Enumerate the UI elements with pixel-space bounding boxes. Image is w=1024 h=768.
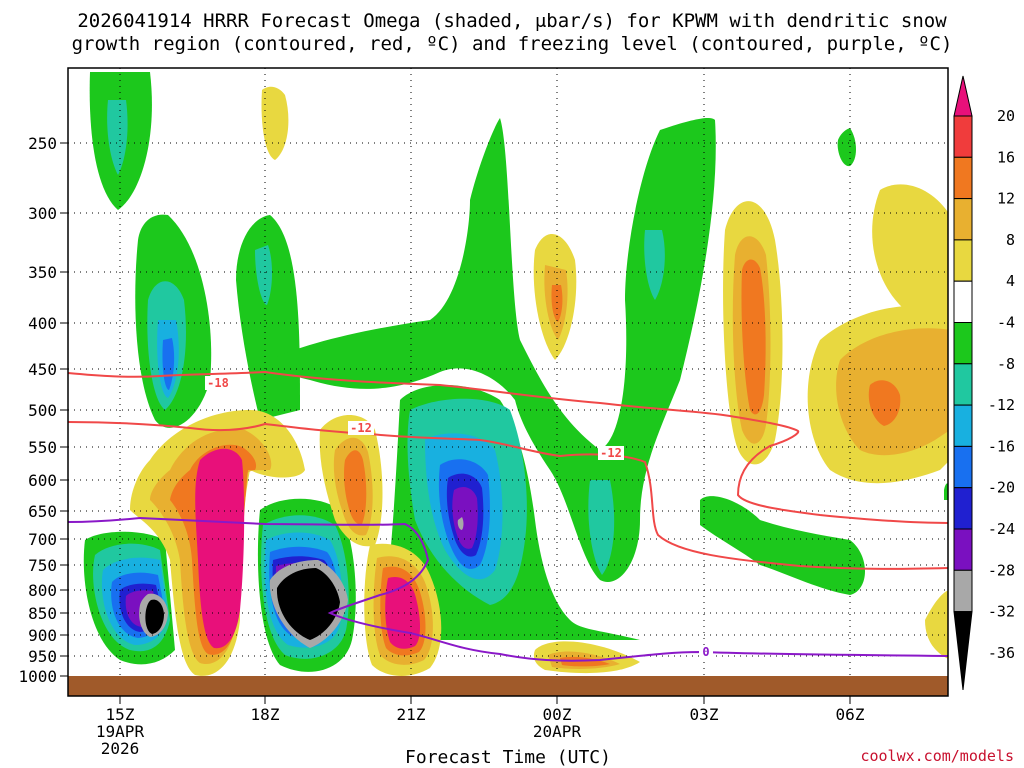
y-tick-label-1000: 1000 [18,667,57,686]
omega-shading [83,72,948,676]
y-tick-label-450: 450 [28,360,57,379]
colorbar-label-2: 12 [997,190,1015,208]
colorbar-cell-3 [953,198,973,241]
y-tick-label-800: 800 [28,581,57,600]
y-tick-label-850: 850 [28,604,57,623]
x-tick-label-5: 06Z [836,705,865,724]
colorbar-cell-8 [953,404,973,447]
colorbar-arrow-bottom [953,611,973,691]
x-tick-date-3: 20APR [533,722,582,741]
colorbar-label-7: -12 [988,396,1015,414]
colorbar-label-9: -20 [988,479,1015,497]
plot-frame [67,67,949,697]
colorbar-label-4: 4 [1006,272,1015,290]
colorbar: 20 16 12 8 4 -4 -8 -12 -16 -20 -24 -28 -32 -36 [953,75,1015,691]
colorbar-cell-12 [953,569,973,613]
x-axis-label: Forecast Time (UTC) [405,747,611,768]
colorbar-label-6: -8 [997,355,1015,373]
y-tick-label-300: 300 [28,204,57,223]
dgz-label-bg-2 [348,421,374,435]
chart-title-line2: growth region (contoured, red, ºC) and f… [72,33,953,55]
y-tick-label-900: 900 [28,626,57,645]
dgz-minus12-contour [67,421,949,570]
colorbar-label-11: -28 [988,561,1015,579]
y-tick-label-750: 750 [28,556,57,575]
y-tick-label-700: 700 [28,530,57,549]
contour-labels: -18 -12 -12 0 [205,376,713,659]
omega-band-neg36 [145,568,340,640]
x-tick-date-0: 19APR [96,722,145,741]
colorbar-label-5: -4 [997,314,1015,332]
y-tick-label-550: 550 [28,438,57,457]
colorbar-cell-9 [953,445,973,489]
y-tick-label-950: 950 [28,647,57,666]
y-tick-label-350: 350 [28,263,57,282]
colorbar-label-8: -16 [988,437,1015,455]
y-tick-label-250: 250 [28,134,57,153]
dgz-label-minus18: -18 [207,376,229,390]
y-axis-pressure-ticks: 250 300 350 400 450 500 550 600 650 700 750 800 850 9… [18,134,68,686]
colorbar-label-12: -32 [988,603,1015,621]
dgz-contours [67,370,949,570]
colorbar-arrow-top [953,75,973,117]
credit-text: coolwx.com/models [860,747,1014,765]
colorbar-cell-6 [953,322,973,365]
y-tick-label-650: 650 [28,502,57,521]
colorbar-label-10: -24 [988,520,1015,538]
colorbar-label-13: -36 [988,644,1015,662]
x-tick-label-4: 03Z [690,705,719,724]
x-tick-label-3: 00Z [543,705,572,724]
colorbar-cell-11 [953,528,973,571]
colorbar-cell-5 [953,280,973,324]
x-tick-label-2: 21Z [397,705,426,724]
colorbar-cell-1 [953,115,973,158]
y-tick-label-400: 400 [28,314,57,333]
x-tick-label-0: 15Z [106,705,135,724]
colorbar-label-0: 20 [997,107,1015,125]
colorbar-label-3: 8 [1006,231,1015,249]
chart-title-line1: 2026041914 HRRR Forecast Omega (shaded, … [77,10,947,32]
x-tick-year-0: 2026 [101,739,140,758]
colorbar-cell-2 [953,156,973,200]
dgz-label-minus12: -12 [350,421,372,435]
dgz-minus18-contour [67,370,949,524]
freezing-label-zero: 0 [702,645,709,659]
ground-surface [68,676,948,696]
colorbar-cell-7 [953,363,973,406]
y-tick-label-500: 500 [28,401,57,420]
dgz-label-minus12-b: -12 [600,446,622,460]
colorbar-label-1: 16 [997,148,1015,166]
colorbar-cell-10 [953,487,973,530]
dgz-label-bg-3 [598,446,624,460]
freezing-label-bg [699,645,713,659]
dgz-label-bg-1 [205,376,231,390]
y-tick-label-600: 600 [28,471,57,490]
freezing-level-contour [67,516,949,662]
x-tick-label-1: 18Z [251,705,280,724]
colorbar-cell-4 [953,239,973,282]
